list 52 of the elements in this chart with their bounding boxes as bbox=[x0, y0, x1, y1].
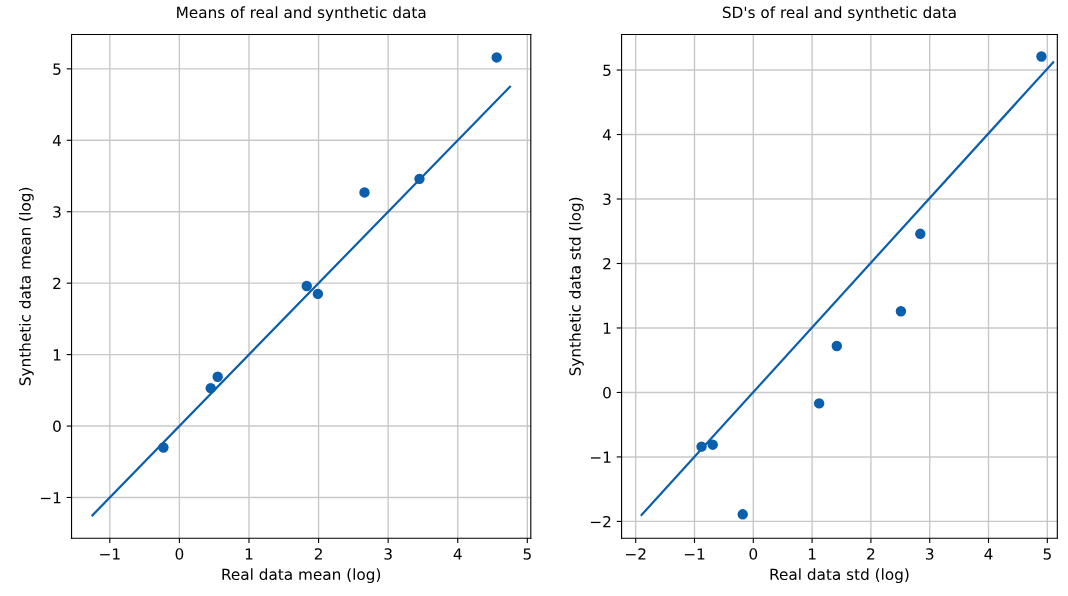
x-tick-label: −2 bbox=[626, 548, 646, 560]
point bbox=[813, 398, 825, 409]
y-tick-label: −1 bbox=[590, 451, 611, 463]
point bbox=[1036, 51, 1047, 62]
y-tick-label: 1 bbox=[603, 322, 611, 334]
point bbox=[895, 305, 907, 317]
x-axis-title: Real data mean (log) bbox=[222, 568, 381, 584]
x-tick-label: 2 bbox=[314, 548, 322, 560]
point bbox=[312, 288, 324, 300]
y-tick-label: 0 bbox=[53, 420, 61, 433]
point bbox=[212, 371, 223, 382]
x-tick-label: 1 bbox=[808, 548, 816, 560]
chart-title: SD's of real and synthetic data bbox=[722, 6, 956, 22]
point bbox=[158, 442, 169, 453]
point bbox=[707, 439, 718, 450]
y-tick-label: 5 bbox=[603, 64, 611, 77]
point bbox=[359, 187, 370, 198]
y-tick-label: 5 bbox=[53, 63, 61, 75]
x-tick-label: −1 bbox=[684, 548, 705, 560]
y-tick-label: 4 bbox=[52, 134, 61, 147]
x-tick-label: 4 bbox=[453, 548, 462, 560]
y-tick-label: 2 bbox=[53, 277, 61, 289]
x-axis-title: Real data std (log) bbox=[770, 568, 909, 584]
x-tick-label: 3 bbox=[926, 548, 934, 560]
y-tick-label: −1 bbox=[40, 492, 61, 504]
y-tick-label: 0 bbox=[603, 386, 611, 399]
point bbox=[205, 382, 216, 394]
chart-title: Means of real and synthetic data bbox=[177, 6, 426, 22]
point bbox=[301, 280, 312, 292]
x-tick-label: 2 bbox=[867, 548, 875, 560]
y-tick-label: 2 bbox=[603, 257, 611, 270]
x-tick-label: 0 bbox=[175, 548, 184, 560]
y-axis-title: Synthetic data std (log) bbox=[568, 197, 584, 376]
point bbox=[831, 340, 843, 352]
y-tick-label: 3 bbox=[53, 206, 61, 218]
x-tick-label: 3 bbox=[384, 548, 392, 560]
point bbox=[414, 173, 425, 185]
y-tick-label: 4 bbox=[602, 129, 611, 141]
y-tick-label: 3 bbox=[603, 193, 611, 206]
y-tick-label: −2 bbox=[590, 515, 611, 528]
point bbox=[737, 509, 748, 520]
x-tick-label: 4 bbox=[984, 548, 993, 560]
x-tick-label: 0 bbox=[749, 548, 758, 560]
x-tick-label: 1 bbox=[245, 548, 253, 560]
y-tick-label: 1 bbox=[53, 349, 61, 361]
y-axis-title: Synthetic data mean (log) bbox=[18, 187, 34, 386]
point bbox=[696, 441, 707, 452]
x-tick-label: 5 bbox=[523, 548, 531, 560]
point bbox=[491, 52, 502, 63]
point bbox=[915, 228, 926, 240]
x-tick-label: −1 bbox=[100, 548, 120, 560]
x-tick-label: 5 bbox=[1043, 548, 1051, 560]
